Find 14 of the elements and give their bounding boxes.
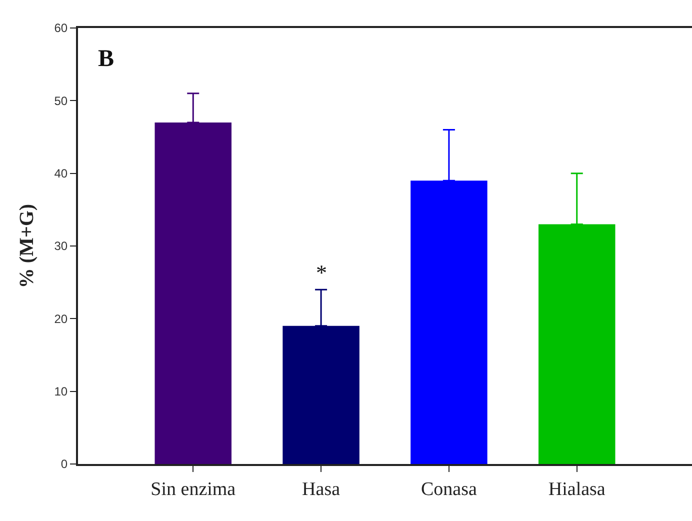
x-tick-label: Sin enzima <box>150 478 236 500</box>
x-tick-label: Conasa <box>420 478 478 500</box>
y-axis-title: % (M+G) <box>16 204 38 288</box>
y-tick-label: 0 <box>60 457 68 472</box>
y-tick-label: 50 <box>54 94 68 108</box>
x-tick-label: Hialasa <box>548 478 606 500</box>
annotation: * <box>316 260 327 285</box>
x-tick-label: Hasa <box>302 478 341 500</box>
y-tick-label: 30 <box>54 239 68 254</box>
y-tick-label: 60 <box>54 21 68 36</box>
y-tick-label: 10 <box>54 384 68 399</box>
annotation: B <box>98 46 114 72</box>
y-tick-label: 40 <box>54 166 68 181</box>
y-tick-label: 20 <box>54 312 68 326</box>
